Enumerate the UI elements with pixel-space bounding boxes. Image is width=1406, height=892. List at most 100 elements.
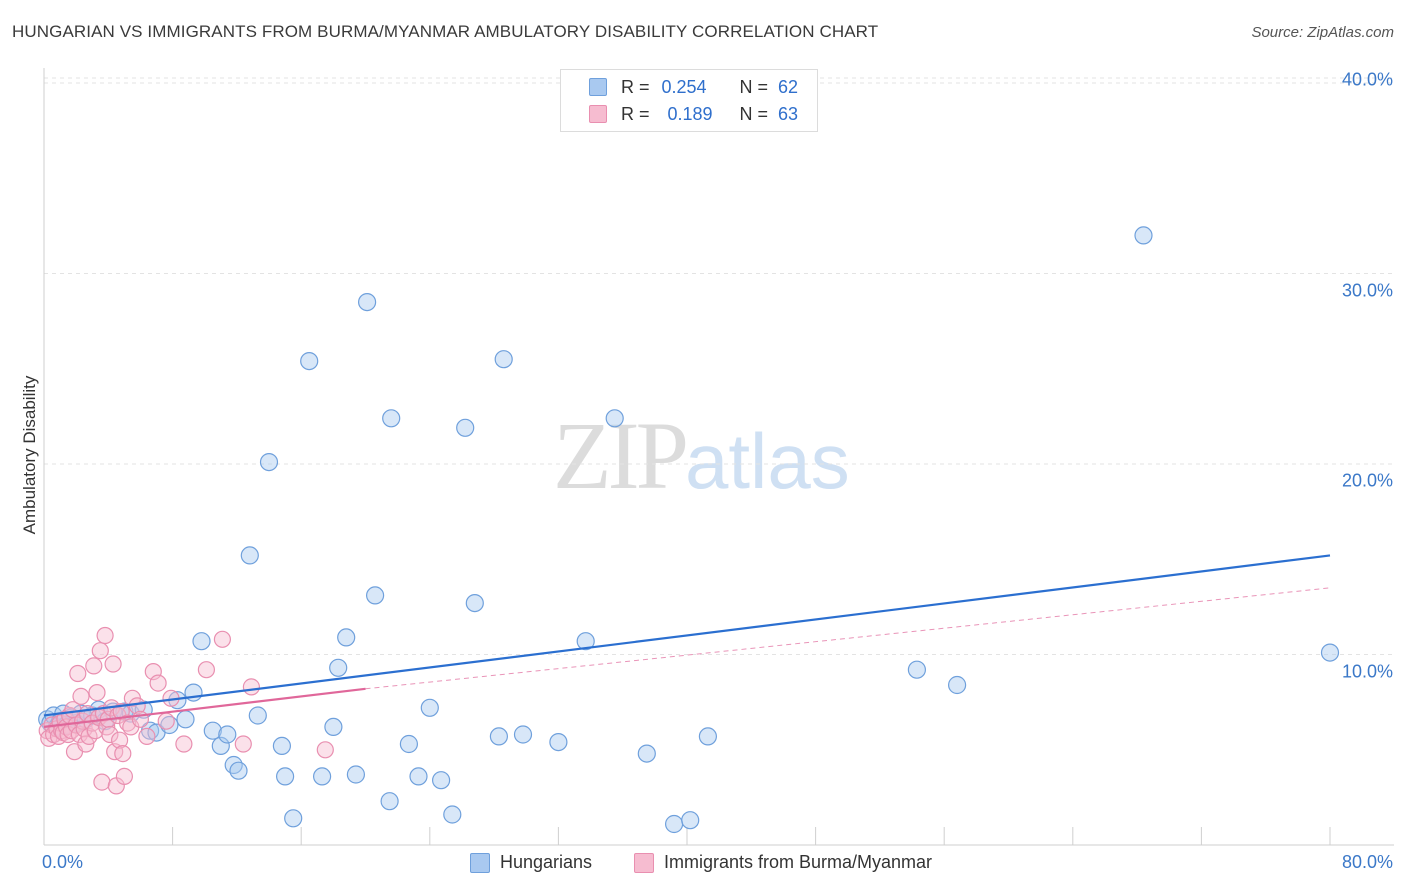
data-point-blue: [218, 725, 237, 744]
data-point-blue: [380, 792, 399, 811]
data-point-blue: [947, 675, 967, 695]
data-point-pink: [69, 664, 87, 683]
data-point-blue: [513, 725, 533, 744]
data-point-blue: [549, 732, 568, 752]
legend-swatch-pink: [589, 105, 607, 123]
data-point-blue: [176, 710, 195, 729]
data-point-blue: [399, 734, 418, 754]
data-point-blue: [1320, 643, 1340, 662]
data-point-blue: [576, 632, 595, 651]
data-point-blue: [489, 727, 508, 746]
data-point-pink: [234, 735, 252, 753]
data-point-blue: [313, 767, 332, 786]
data-point-blue: [329, 658, 348, 677]
data-point-blue: [229, 761, 248, 780]
data-point-blue: [248, 706, 267, 725]
data-point-blue: [259, 453, 279, 472]
data-point-pink: [104, 655, 122, 673]
data-point-pink: [175, 735, 193, 753]
data-point-pink: [242, 678, 260, 696]
source-label: Source: ZipAtlas.com: [1251, 24, 1394, 41]
data-point-pink: [91, 642, 109, 660]
legend-item-burma[interactable]: Immigrants from Burma/Myanmar: [634, 852, 932, 873]
data-point-blue: [272, 736, 291, 756]
legend-item-hungarians[interactable]: Hungarians: [470, 852, 592, 873]
legend-label-burma: Immigrants from Burma/Myanmar: [664, 852, 933, 872]
data-point-blue: [366, 586, 385, 605]
data-point-blue: [284, 809, 303, 828]
legend-r-value: 0.189: [667, 103, 713, 124]
data-point-pink: [85, 657, 103, 675]
data-point-blue: [240, 546, 259, 565]
y-tick-label: 20.0%: [1341, 470, 1393, 491]
data-point-blue: [698, 727, 718, 746]
legend-n-value: 63: [778, 103, 799, 124]
watermark-atlas: atlas: [685, 417, 850, 505]
data-point-blue: [358, 293, 377, 312]
data-point-blue: [346, 765, 365, 784]
data-point-blue: [211, 736, 230, 756]
watermark: ZIPatlas: [553, 400, 850, 511]
data-point-pink: [96, 626, 114, 645]
legend-n-label: N =: [739, 103, 769, 124]
legend-r-value: 0.254: [661, 76, 707, 97]
data-point-pink: [197, 661, 215, 679]
legend-n-label: N =: [739, 76, 769, 97]
data-point-blue: [432, 771, 451, 790]
y-tick-label: 10.0%: [1341, 661, 1393, 681]
data-point-pink: [110, 731, 129, 749]
data-point-pink: [114, 744, 132, 763]
trendline-burma: [43, 687, 366, 728]
trendline-hungarians: [43, 554, 1331, 717]
data-point-blue: [276, 767, 295, 786]
data-point-pink: [149, 674, 167, 692]
data-point-blue: [224, 755, 243, 775]
data-point-blue: [337, 628, 356, 647]
legend-label-hungarians: Hungarians: [500, 852, 593, 872]
data-point-pink: [157, 712, 175, 730]
data-point-blue: [409, 767, 428, 786]
data-point-blue: [456, 418, 475, 437]
data-point-blue: [637, 744, 656, 763]
y-tick-label: 40.0%: [1341, 69, 1393, 90]
data-point-blue: [300, 352, 319, 371]
watermark-zip: ZIP: [553, 402, 689, 509]
data-point-pink: [93, 773, 111, 791]
data-point-blue: [664, 814, 684, 834]
data-point-blue: [494, 350, 513, 369]
data-point-pink: [316, 741, 334, 759]
data-point-blue: [907, 660, 927, 679]
data-point-blue: [681, 811, 700, 830]
data-point-blue: [192, 632, 211, 651]
trendline-burma-extension: [365, 587, 1331, 690]
data-point-pink: [88, 683, 106, 702]
data-point-pink: [101, 725, 119, 744]
x-tick-label: 80.0%: [1341, 852, 1393, 872]
data-point-blue: [443, 805, 462, 824]
legend-swatch-blue: [470, 852, 490, 873]
x-tick-label: 0.0%: [42, 852, 84, 872]
y-tick-label: 30.0%: [1341, 280, 1393, 300]
legend-row-burma: R = 0.189 N = 63: [589, 103, 798, 125]
correlation-legend: R = 0.254 N = 62 R = 0.189 N = 63: [560, 69, 818, 132]
data-point-pink: [72, 687, 90, 706]
series-legend: Hungarians Immigrants from Burma/Myanmar: [0, 852, 1406, 876]
data-point-blue: [203, 721, 222, 740]
legend-row-hungarians: R = 0.254 N = 62: [589, 76, 798, 98]
data-point-pink: [115, 767, 134, 786]
legend-r-label: R =: [621, 76, 650, 97]
data-point-blue: [605, 409, 624, 428]
data-point-blue: [382, 409, 401, 428]
legend-r-label: R =: [621, 103, 650, 124]
data-point-pink: [138, 727, 156, 746]
data-point-blue: [465, 593, 484, 613]
chart-title: HUNGARIAN VS IMMIGRANTS FROM BURMA/MYANM…: [12, 22, 879, 41]
legend-swatch-blue: [589, 78, 607, 96]
data-point-pink: [213, 630, 231, 648]
legend-n-value: 62: [778, 76, 799, 97]
data-point-blue: [1134, 226, 1153, 245]
data-point-blue: [420, 698, 439, 717]
data-point-blue: [324, 717, 343, 737]
legend-swatch-pink: [634, 852, 654, 873]
